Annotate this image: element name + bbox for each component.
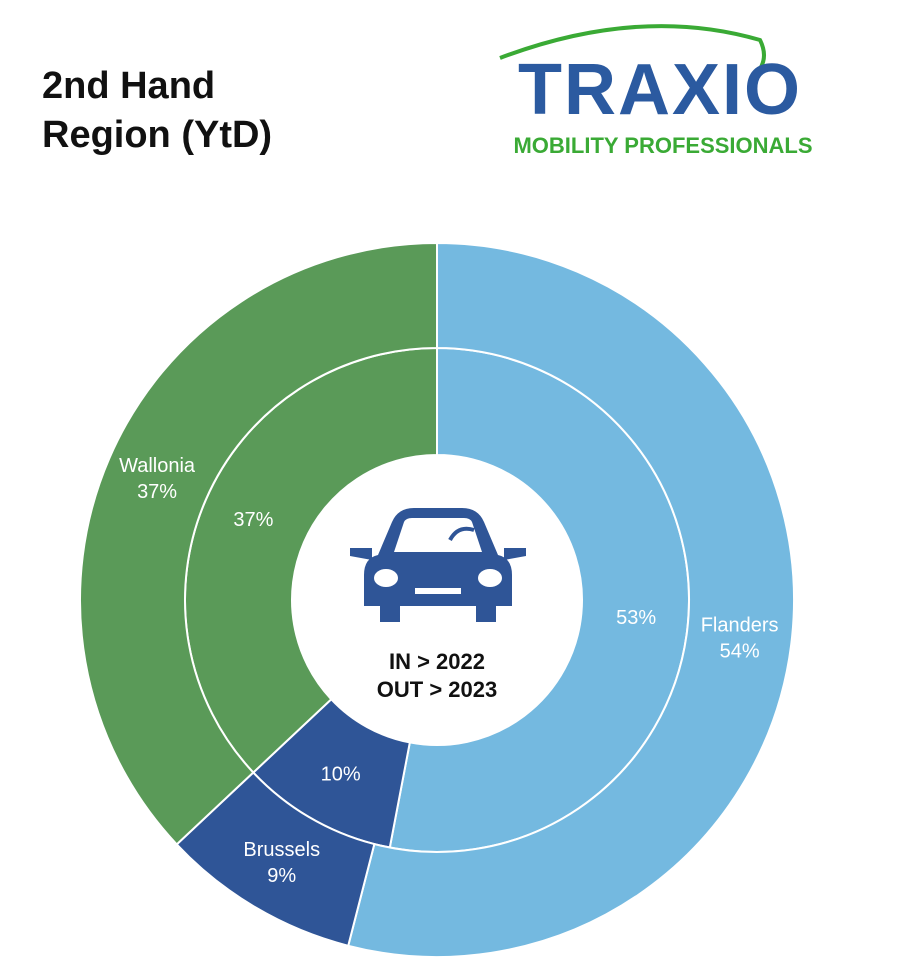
- logo-text: TRAXIO: [518, 50, 802, 130]
- value-label: 54%: [720, 641, 760, 663]
- value-label: 37%: [233, 509, 273, 531]
- donut-segment: [347, 241, 795, 958]
- value-label: 53%: [616, 607, 656, 629]
- logo-swoosh: [499, 24, 766, 77]
- value-label: 9%: [267, 865, 296, 887]
- category-label: Flanders: [701, 615, 779, 637]
- category-label: Brussels: [243, 839, 320, 861]
- center-label: IN > 2022: [389, 649, 485, 674]
- car-icon: [350, 508, 526, 622]
- donut-segment: [79, 241, 438, 846]
- center-label: OUT > 2023: [377, 677, 497, 702]
- logo-tagline: MOBILITY PROFESSIONALS: [513, 133, 812, 158]
- chart-title: 2nd Hand Region (YtD): [42, 65, 273, 157]
- value-label: 10%: [321, 764, 361, 786]
- value-label: 37%: [137, 481, 177, 503]
- category-label: Wallonia: [119, 455, 196, 477]
